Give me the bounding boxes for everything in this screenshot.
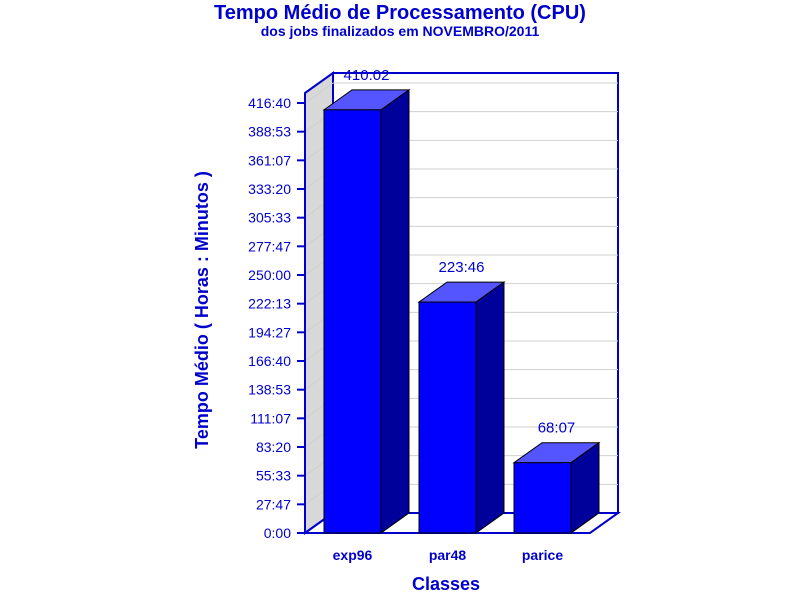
y-tick-label: 27:47 — [256, 496, 291, 512]
bar-side — [475, 281, 505, 534]
y-tick-label: 277:47 — [248, 238, 291, 254]
x-tick-label: par48 — [429, 547, 467, 563]
chart-subtitle: dos jobs finalizados em NOVEMBRO/2011 — [260, 23, 540, 39]
bar — [513, 462, 572, 534]
y-tick-label: 111:07 — [250, 410, 291, 426]
y-tick-label: 388:53 — [248, 124, 291, 140]
data-label: 410:02 — [344, 67, 390, 84]
y-tick-label: 138:53 — [248, 382, 291, 398]
x-axis-label: Classes — [412, 574, 480, 594]
bar — [323, 109, 382, 534]
y-tick-label: 250:00 — [248, 267, 291, 283]
y-tick-label: 0:00 — [264, 525, 291, 541]
data-label: 223:46 — [439, 259, 485, 276]
y-tick-label: 222:13 — [248, 296, 291, 312]
gridline-side — [304, 82, 334, 104]
bar-side — [380, 88, 410, 534]
y-tick-label: 333:20 — [248, 181, 291, 197]
data-label: 68:07 — [538, 420, 576, 437]
y-tick-label: 194:27 — [248, 324, 291, 340]
chart-title: Tempo Médio de Processamento (CPU) — [214, 2, 586, 24]
y-tick-label: 361:07 — [248, 152, 291, 168]
y-tick-label: 166:40 — [248, 353, 291, 369]
bar — [418, 301, 477, 534]
x-tick-label: parice — [522, 547, 563, 563]
x-tick-label: exp96 — [333, 547, 373, 563]
y-tick-label: 305:33 — [248, 210, 291, 226]
y-axis-label: Tempo Médio ( Horas : Minutos ) — [192, 171, 212, 449]
y-tick-label: 83:20 — [256, 439, 291, 455]
y-tick-label: 55:33 — [256, 468, 291, 484]
y-tick-label: 416:40 — [248, 95, 291, 111]
